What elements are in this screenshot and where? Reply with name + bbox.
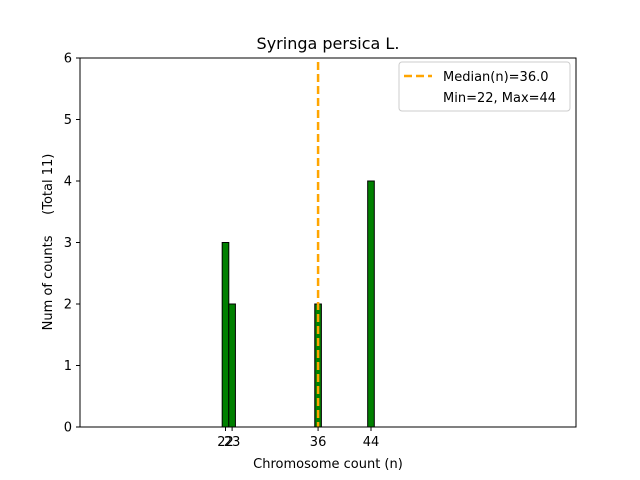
legend-box — [398, 61, 571, 112]
legend-entry-median: Median(n)=36.0 — [443, 70, 549, 85]
bar-22 — [221, 242, 230, 428]
bar-23 — [228, 303, 236, 428]
y-axis-label: Num of counts (Total 11) — [41, 154, 56, 331]
x-axis-label: Chromosome count (n) — [253, 457, 403, 472]
y-tick-label: 4 — [64, 175, 72, 190]
y-tick-label: 1 — [64, 359, 72, 374]
x-tick-label: 44 — [363, 435, 380, 450]
axes-frame — [79, 57, 577, 428]
x-tick-label: 23 — [224, 435, 241, 450]
legend: Median(n)=36.0 Min=22, Max=44 — [398, 61, 571, 112]
y-axis-ticks: 0 1 2 3 4 5 6 — [64, 52, 80, 436]
chart-title: Syringa persica L. — [257, 34, 400, 53]
y-tick-label: 5 — [64, 113, 72, 128]
bar-44 — [367, 180, 375, 428]
legend-entry-minmax: Min=22, Max=44 — [443, 91, 556, 106]
x-tick-label: 36 — [310, 435, 327, 450]
y-tick-label: 2 — [64, 298, 72, 313]
x-tick-label: 22 — [217, 435, 234, 450]
bars-group — [221, 180, 395, 428]
y-tick-label: 3 — [64, 236, 72, 251]
y-tick-label: 6 — [64, 52, 72, 67]
y-tick-label: 0 — [64, 421, 72, 436]
